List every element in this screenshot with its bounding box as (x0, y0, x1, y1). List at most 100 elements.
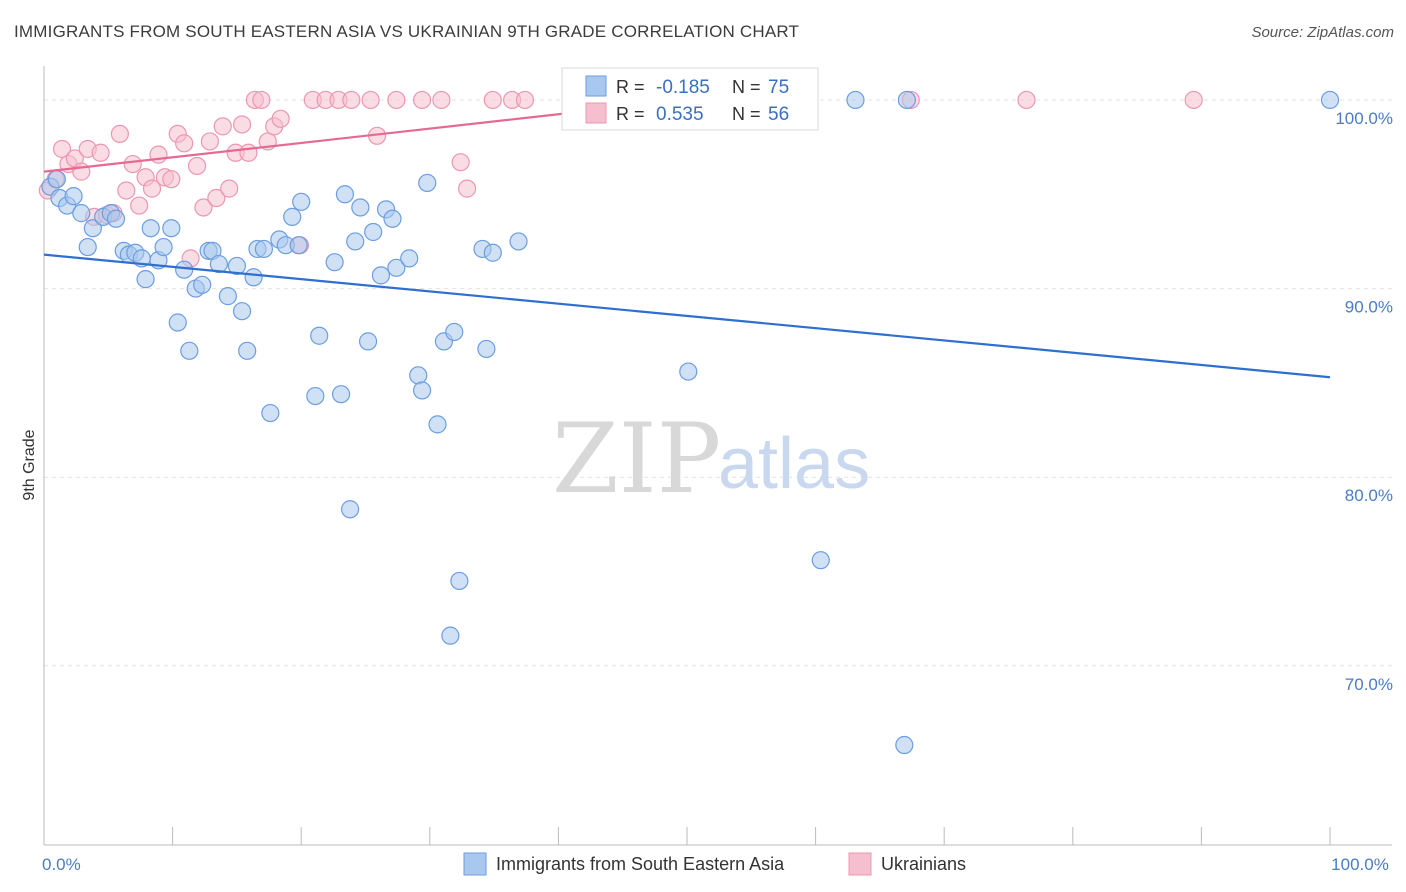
blue-point-64 (477, 339, 496, 359)
y-tick-label-2: 80.0% (1345, 486, 1393, 505)
stats-swatch-pink (585, 102, 607, 124)
pink-point-47 (451, 153, 470, 172)
stats-n-label-1: N = (732, 104, 761, 124)
blue-point-56 (412, 381, 432, 400)
pink-point-5 (72, 162, 91, 181)
blue-point-41 (310, 326, 329, 345)
grid-lines (44, 99, 1392, 667)
blue-point-60 (445, 322, 464, 342)
blue-point-14 (136, 270, 155, 289)
blue-point-49 (364, 222, 383, 242)
x-tick-label-0: 0.0% (42, 855, 81, 874)
pink-point-41 (342, 90, 361, 110)
blue-point-72 (895, 735, 914, 755)
y-axis-label: 9th Grade (21, 429, 38, 500)
pink-point-24 (194, 198, 213, 217)
blue-point-20 (175, 260, 194, 279)
blue-point-58 (428, 415, 447, 434)
pink-point-25 (200, 132, 219, 151)
pink-point-11 (110, 124, 129, 144)
pink-point-26 (207, 188, 226, 208)
pink-point-21 (175, 134, 194, 153)
blue-point-19 (168, 313, 187, 332)
stats-r-value-0: -0.185 (656, 77, 710, 98)
blue-point-31 (244, 268, 263, 287)
stats-swatch-blue (585, 75, 607, 97)
pink-point-44 (387, 90, 406, 110)
pink-point-12 (117, 181, 136, 200)
legend-swatch-pink (848, 852, 872, 876)
stats-r-value-1: 0.535 (656, 104, 704, 125)
pink-point-55 (1184, 90, 1203, 110)
stats-n-value-0: 75 (768, 77, 789, 98)
blue-point-3 (64, 187, 83, 206)
watermark-zip-text: ZIP (552, 403, 721, 515)
blue-point-54 (400, 249, 419, 268)
pink-point-45 (412, 90, 432, 110)
stats-legend: R = -0.185 N = 75 R = 0.535 N = 56 (561, 67, 819, 131)
blue-point-70 (846, 90, 865, 110)
blue-point-55 (409, 366, 428, 385)
pink-point-51 (515, 90, 535, 110)
pink-point-19 (162, 170, 181, 189)
legend-label-blue: Immigrants from South Eastern Asia (496, 854, 785, 874)
blue-point-57 (418, 173, 437, 193)
blue-point-33 (254, 239, 274, 259)
trend-lines (43, 98, 1331, 379)
blue-point-50 (371, 266, 391, 285)
blue-point-39 (292, 192, 311, 211)
pink-point-2 (52, 139, 72, 159)
blue-point-47 (351, 198, 370, 217)
pink-point-54 (1017, 90, 1036, 110)
blue-point-45 (340, 500, 360, 519)
legend-swatch-blue (463, 852, 487, 876)
pink-point-46 (432, 90, 451, 110)
watermark: ZIP atlas (552, 403, 870, 515)
blue-point-21 (180, 341, 199, 360)
blue-point-29 (232, 302, 252, 321)
blue-point-73 (1320, 90, 1340, 110)
x-tick-labels: 0.0% 100.0% (42, 855, 1389, 874)
pink-point-16 (142, 179, 162, 198)
blue-point-46 (346, 232, 365, 251)
pink-point-33 (252, 90, 271, 110)
blue-point-42 (325, 253, 344, 272)
pink-point-49 (483, 90, 502, 110)
blue-point-66 (509, 232, 528, 251)
blue-point-43 (331, 385, 351, 404)
blue-point-37 (283, 207, 302, 226)
blue-point-62 (441, 626, 460, 645)
blue-point-40 (306, 386, 325, 406)
blue-point-71 (897, 90, 917, 110)
legend-label-pink: Ukrainians (881, 854, 966, 874)
chart-title: IMMIGRANTS FROM SOUTH EASTERN ASIA VS UK… (14, 22, 800, 41)
blue-point-69 (811, 551, 830, 570)
blue-point-48 (358, 332, 378, 351)
axes (43, 66, 1392, 846)
blue-point-27 (218, 287, 237, 306)
blue-trend-line (43, 253, 1331, 379)
blue-point-18 (162, 219, 181, 238)
stats-n-label-0: N = (732, 77, 761, 97)
pink-point-48 (457, 179, 477, 198)
pink-point-13 (123, 154, 142, 174)
blue-point-52 (383, 209, 402, 228)
blue-point-61 (450, 571, 469, 591)
source-note: Source: ZipAtlas.com (1251, 24, 1394, 41)
y-tick-labels: 100.0% 90.0% 80.0% 70.0% (1335, 109, 1393, 694)
blue-point-30 (238, 341, 257, 360)
pink-point-28 (220, 179, 239, 198)
pink-point-36 (271, 109, 290, 128)
blue-point-38 (289, 236, 308, 255)
blue-point-9 (106, 209, 126, 228)
y-tick-label-1: 90.0% (1345, 298, 1393, 317)
blue-point-5 (78, 237, 97, 257)
stats-r-label-0: R = (616, 77, 645, 97)
pink-point-14 (130, 196, 149, 215)
pink-point-23 (187, 156, 207, 176)
blue-point-6 (83, 219, 102, 238)
blue-point-44 (335, 185, 355, 204)
watermark-atlas-text: atlas (718, 424, 870, 504)
pink-point-27 (213, 117, 232, 136)
